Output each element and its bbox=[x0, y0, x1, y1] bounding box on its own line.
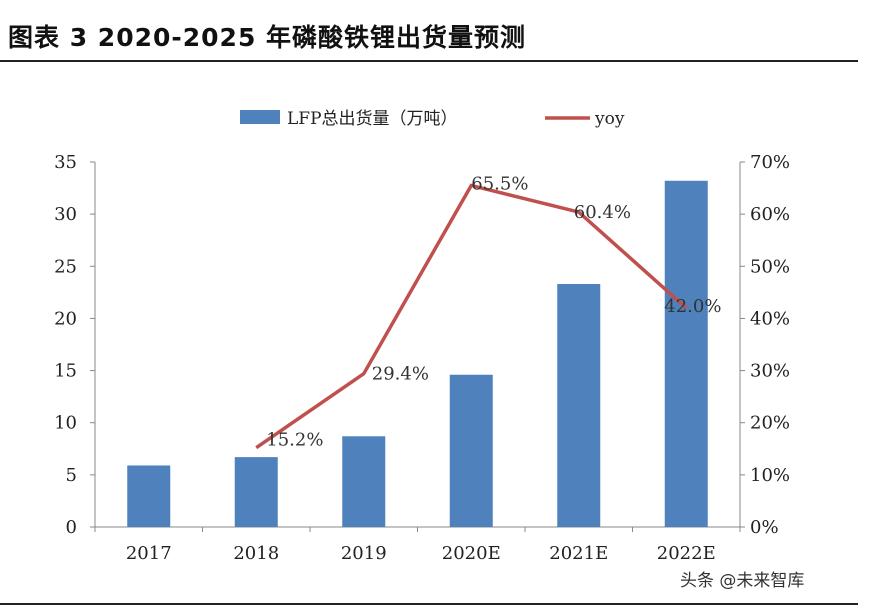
left-tick-label: 20 bbox=[54, 308, 77, 329]
data-label: 42.0% bbox=[664, 296, 721, 317]
left-tick-label: 25 bbox=[54, 256, 77, 277]
right-tick-label: 60% bbox=[750, 204, 790, 225]
bar-2019 bbox=[342, 436, 386, 527]
bar-2022E bbox=[664, 180, 708, 527]
left-tick-label: 30 bbox=[54, 204, 77, 225]
bar-2021E bbox=[557, 284, 601, 527]
right-tick-label: 20% bbox=[750, 413, 790, 434]
data-label: 29.4% bbox=[372, 364, 429, 385]
x-tick-label: 2019 bbox=[341, 543, 387, 564]
x-tick-label: 2017 bbox=[126, 543, 172, 564]
right-tick-label: 50% bbox=[750, 256, 790, 277]
yoy-line bbox=[255, 183, 688, 450]
legend-label-line: yoy bbox=[594, 109, 625, 129]
title-divider bbox=[0, 60, 858, 62]
left-tick-label: 10 bbox=[54, 413, 77, 434]
left-tick-label: 35 bbox=[54, 152, 77, 173]
right-tick-label: 30% bbox=[750, 361, 790, 382]
bar-2020E bbox=[449, 374, 493, 527]
right-tick-label: 0% bbox=[750, 517, 779, 538]
left-tick-label: 0 bbox=[66, 517, 77, 538]
right-tick-label: 70% bbox=[750, 152, 790, 173]
watermark: 头条 @未来智库 bbox=[680, 571, 805, 591]
bar-2018 bbox=[234, 457, 278, 527]
left-tick-label: 15 bbox=[54, 361, 77, 382]
x-tick-label: 2020E bbox=[442, 543, 501, 564]
legend-swatch-bar bbox=[240, 110, 280, 124]
bottom-divider bbox=[0, 603, 858, 605]
right-tick-label: 10% bbox=[750, 465, 790, 486]
x-tick-label: 2022E bbox=[657, 543, 716, 564]
right-tick-label: 40% bbox=[750, 308, 790, 329]
bar-2017 bbox=[127, 465, 171, 527]
left-tick-label: 5 bbox=[66, 465, 77, 486]
data-label: 15.2% bbox=[266, 430, 323, 451]
data-label: 60.4% bbox=[574, 202, 631, 223]
x-tick-label: 2021E bbox=[549, 543, 608, 564]
data-label: 65.5% bbox=[471, 173, 528, 194]
legend-label-bar: LFP总出货量（万吨） bbox=[287, 109, 458, 129]
page-title: 图表 3 2020-2025 年磷酸铁锂出货量预测 bbox=[8, 23, 527, 52]
x-tick-label: 2018 bbox=[233, 543, 279, 564]
